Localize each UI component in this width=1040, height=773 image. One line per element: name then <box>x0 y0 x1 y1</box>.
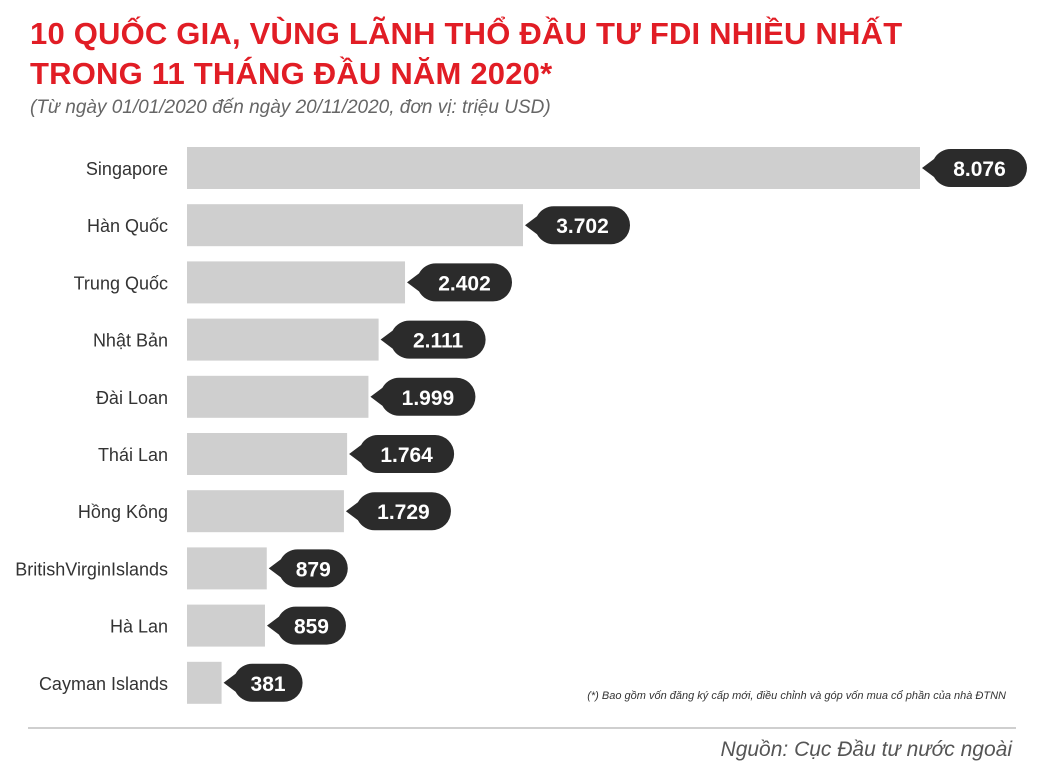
value-bubble <box>370 377 476 416</box>
value-label: 1.999 <box>402 387 455 410</box>
value-bubble <box>223 663 303 702</box>
source-note: Nguồn: Cục Đầu tư nước ngoài <box>720 738 1012 761</box>
divider <box>28 727 1016 729</box>
bar <box>187 547 267 590</box>
value-label: 2.402 <box>438 272 491 295</box>
title-line-1: 10 QUỐC GIA, VÙNG LÃNH THỔ ĐẦU TƯ FDI NH… <box>30 16 903 51</box>
chart-title: 10 QUỐC GIA, VÙNG LÃNH THỔ ĐẦU TƯ FDI NH… <box>30 14 902 94</box>
value-label: 1.764 <box>380 444 433 467</box>
bar <box>187 490 344 533</box>
bar <box>187 318 379 361</box>
category-label: Hà Lan <box>110 617 168 637</box>
category-label: Trung Quốc <box>74 273 168 293</box>
value-label: 381 <box>251 673 286 696</box>
value-label: 859 <box>294 616 329 639</box>
category-label: Hàn Quốc <box>87 216 168 236</box>
chart-subtitle: (Từ ngày 01/01/2020 đến ngày 20/11/2020,… <box>30 97 551 118</box>
bar <box>187 204 524 247</box>
value-label: 3.702 <box>556 215 609 238</box>
title-line-2: TRONG 11 THÁNG ĐẦU NĂM 2020* <box>30 56 553 91</box>
value-bubble <box>525 206 631 245</box>
category-label: Thái Lan <box>98 445 168 465</box>
bar <box>187 147 920 189</box>
value-bubble <box>349 434 455 474</box>
category-label: Cayman Islands <box>39 674 168 694</box>
value-bubble <box>407 263 513 302</box>
bar <box>187 433 348 475</box>
value-bubble <box>268 549 348 588</box>
footnote: (*) Bao gồm vốn đăng ký cấp mới, điều ch… <box>587 690 1006 702</box>
category-label: Nhật Bản <box>93 331 168 351</box>
value-bubble <box>922 148 1027 188</box>
value-label: 1.729 <box>377 501 430 524</box>
value-label: 8.076 <box>953 158 1006 181</box>
value-bubble <box>266 606 346 645</box>
category-label: Singapore <box>86 159 168 179</box>
bar <box>187 604 265 647</box>
bar <box>187 661 222 704</box>
value-bubble <box>345 492 451 531</box>
value-bubble <box>380 320 486 359</box>
category-label: Hồng Kông <box>78 502 168 522</box>
category-label: Đài Loan <box>96 388 168 408</box>
bar <box>187 375 369 418</box>
value-label: 879 <box>296 558 331 581</box>
bar <box>187 261 406 304</box>
value-label: 2.111 <box>413 330 464 353</box>
category-label: BritishVirginIslands <box>15 559 168 579</box>
